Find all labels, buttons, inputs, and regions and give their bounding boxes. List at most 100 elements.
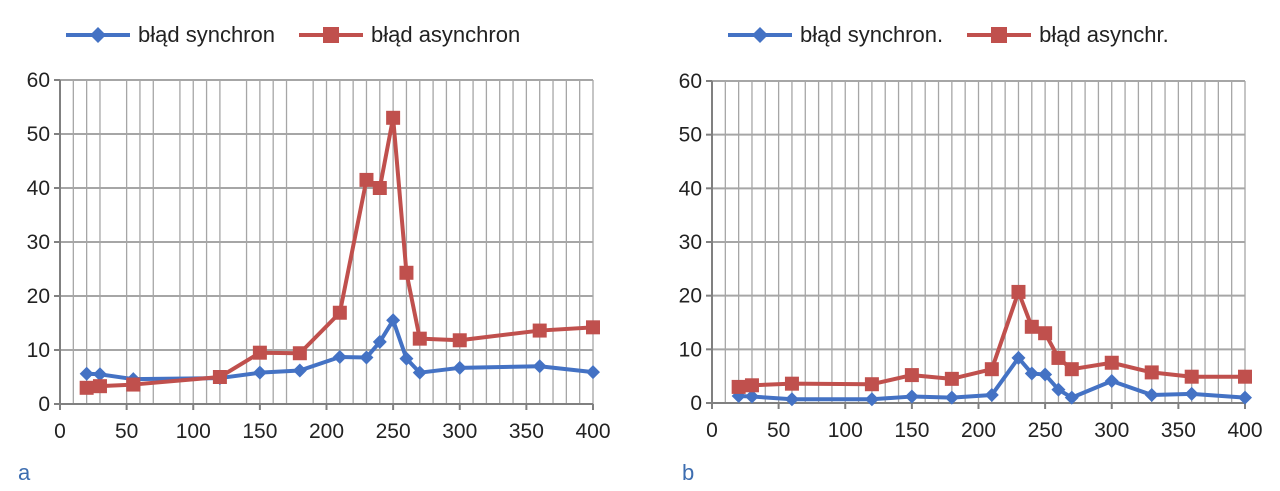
data-point-diamond (1024, 366, 1039, 381)
legend-item-synchron-b: błąd synchron. (726, 22, 943, 48)
legend-marker-diamond-icon (728, 27, 792, 43)
y-tick-label: 40 (679, 177, 702, 200)
x-tick-label: 150 (894, 419, 929, 442)
legend-marker-square-icon (967, 27, 1032, 43)
data-point-square (1238, 369, 1252, 384)
data-point-diamond (944, 390, 959, 405)
data-point-diamond (532, 359, 547, 374)
x-tick-label: 0 (54, 420, 66, 443)
panel-label-a: a (18, 460, 31, 485)
x-tick-label: 250 (1028, 419, 1063, 442)
legend-marker-diamond-icon (66, 27, 130, 43)
data-point-diamond (1238, 390, 1252, 405)
data-point-square (984, 362, 999, 377)
y-tick-label: 40 (27, 177, 50, 200)
data-point-diamond (412, 365, 427, 380)
line-chart-b: 0 50 100 150 200 250 300 350 400 0 10 20 30 40 50 60 (679, 70, 1263, 442)
data-point-diamond (386, 313, 401, 328)
x-tick-label: 150 (242, 420, 277, 443)
data-point-square (731, 379, 746, 394)
data-point-square (1011, 284, 1026, 299)
x-tick-label: 300 (442, 420, 477, 443)
data-point-square (126, 377, 141, 392)
data-point-diamond (1104, 373, 1119, 388)
data-point-square (1144, 365, 1159, 380)
x-tick-label: 400 (575, 420, 610, 443)
y-tick-label: 60 (27, 69, 50, 92)
data-point-square (532, 323, 547, 338)
legend-label-synchron-b: błąd synchron. (800, 22, 944, 47)
data-point-diamond (292, 363, 307, 378)
data-point-square (904, 368, 919, 383)
data-point-square (1064, 362, 1079, 377)
y-tick-label: 50 (27, 123, 50, 146)
y-tick-label: 10 (679, 338, 702, 361)
y-tick-label: 30 (679, 231, 702, 254)
data-point-diamond (252, 365, 267, 380)
data-point-square (1024, 319, 1039, 334)
data-point-square (252, 345, 267, 360)
data-point-square (1184, 369, 1199, 384)
chart-panel-b: błąd synchron. błąd asynchr. 0 50 100 150 20… (650, 0, 1280, 491)
data-point-diamond (359, 350, 374, 365)
x-tick-label: 350 (509, 420, 544, 443)
x-tick-label: 250 (376, 420, 411, 443)
chart-panel-a: błąd synchron błąd asynchron 0 50 100 150 20… (18, 18, 611, 485)
data-point-square (744, 378, 759, 393)
data-point-square (386, 110, 401, 125)
data-point-square (1104, 355, 1119, 370)
series-line-asynchron (738, 289, 1245, 389)
legend-b: błąd synchron. błąd asynchr. (726, 18, 1169, 52)
series-line-synchron (738, 355, 1246, 402)
data-point-diamond (79, 366, 94, 381)
x-tick-label: 0 (706, 419, 718, 442)
data-point-diamond (904, 389, 919, 404)
x-tick-label: 300 (1094, 419, 1129, 442)
data-point-square (292, 346, 307, 361)
y-tick-label: 30 (27, 231, 50, 254)
x-tick-label: 200 (961, 419, 996, 442)
x-tick-label: 100 (176, 420, 211, 443)
data-point-diamond (1064, 390, 1079, 405)
legend-label-synchron-a: błąd synchron (138, 22, 275, 47)
data-point-square (586, 320, 600, 335)
legend-label-asynchron-b: błąd asynchr. (1039, 22, 1169, 47)
data-point-square (944, 371, 959, 386)
y-tick-label: 10 (27, 339, 50, 362)
y-tick-label: 20 (679, 285, 702, 308)
x-tick-label: 50 (767, 419, 790, 442)
legend-item-asynchron-b: błąd asynchr. (965, 22, 1169, 48)
x-tick-label: 50 (115, 420, 138, 443)
data-point-square (864, 377, 879, 392)
x-tick-label: 350 (1161, 419, 1196, 442)
data-point-diamond (1038, 367, 1053, 382)
x-tick-label: 200 (309, 420, 344, 443)
data-point-diamond (1144, 387, 1159, 402)
grid-lines (712, 80, 1246, 403)
data-point-diamond (92, 367, 107, 382)
data-point-square (332, 305, 347, 320)
grid-lines (60, 79, 594, 404)
data-point-diamond (372, 334, 387, 349)
y-tick-label: 20 (27, 285, 50, 308)
data-point-diamond (744, 389, 759, 404)
panel-label-b: b (682, 460, 695, 485)
data-point-square (1051, 350, 1066, 365)
data-point-diamond (784, 392, 799, 407)
legend-marker-square-icon (298, 27, 363, 43)
y-tick-label: 0 (690, 392, 702, 415)
data-point-diamond (399, 351, 414, 366)
data-point-diamond (1011, 350, 1026, 365)
data-point-square (359, 172, 374, 187)
data-point-square (784, 376, 799, 391)
data-point-diamond (984, 387, 999, 402)
data-point-square (412, 331, 427, 346)
data-point-square (212, 370, 227, 384)
data-point-square (372, 181, 387, 195)
data-point-diamond (586, 365, 600, 380)
x-tick-label: 100 (828, 419, 863, 442)
y-tick-label: 60 (679, 70, 702, 93)
data-point-diamond (1051, 382, 1066, 397)
legend-a: błąd synchron błąd asynchron (64, 18, 520, 52)
data-point-square (1038, 326, 1053, 341)
